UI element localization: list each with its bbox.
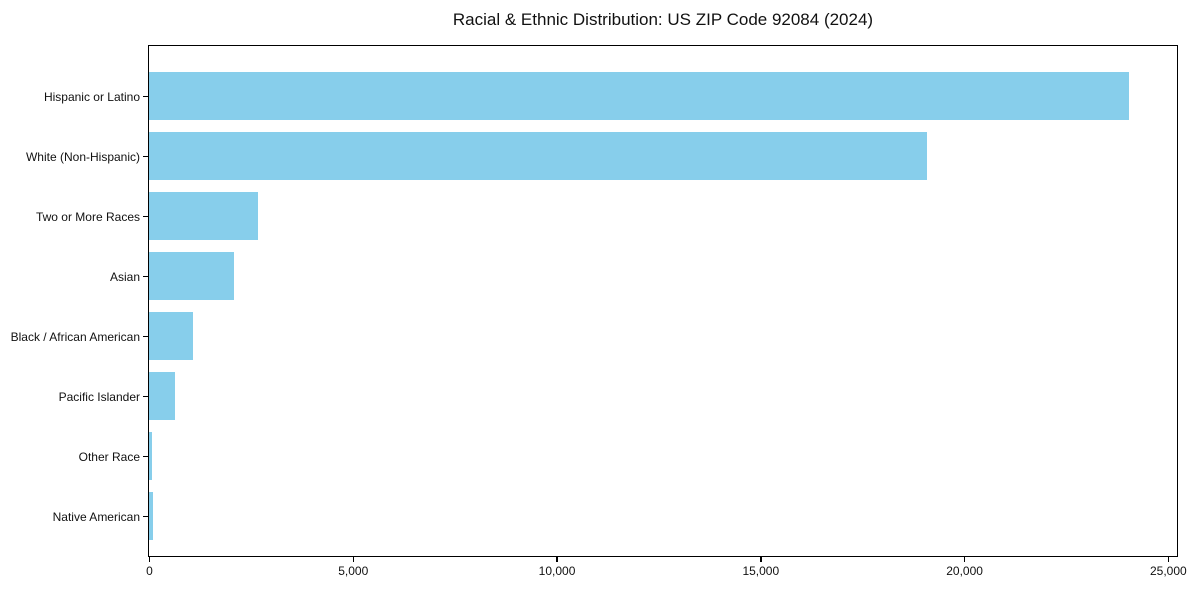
bar-white-non-hispanic bbox=[149, 132, 928, 180]
y-tick bbox=[143, 155, 148, 158]
bar-two-or-more-races bbox=[149, 192, 259, 240]
bar-black-african-american bbox=[149, 312, 193, 360]
bar-other-race bbox=[149, 432, 153, 480]
y-axis-label: White (Non-Hispanic) bbox=[25, 149, 140, 164]
y-axis-label: Hispanic or Latino bbox=[43, 89, 140, 104]
x-axis-label: 10,000 bbox=[538, 564, 576, 578]
y-axis-label: Other Race bbox=[78, 449, 140, 464]
y-axis-label: Black / African American bbox=[10, 329, 140, 344]
y-tick bbox=[143, 335, 148, 338]
x-tick bbox=[148, 557, 151, 562]
x-axis-label: 0 bbox=[146, 564, 153, 578]
x-tick bbox=[1167, 557, 1170, 562]
y-axis-label: Asian bbox=[109, 269, 140, 284]
x-tick bbox=[352, 557, 355, 562]
x-axis-label: 20,000 bbox=[946, 564, 983, 578]
bar-hispanic-or-latino bbox=[149, 72, 1130, 120]
y-tick bbox=[143, 275, 148, 278]
x-axis-label: 25,000 bbox=[1149, 564, 1187, 578]
x-axis-label: 15,000 bbox=[742, 564, 780, 578]
chart-title: Racial & Ethnic Distribution: US ZIP Cod… bbox=[452, 10, 874, 29]
x-tick bbox=[556, 557, 558, 562]
y-axis-label: Native American bbox=[52, 509, 140, 524]
y-tick bbox=[143, 455, 148, 458]
y-axis-label: Two or More Races bbox=[35, 209, 140, 224]
y-tick bbox=[143, 95, 148, 98]
x-tick bbox=[760, 557, 762, 562]
y-tick bbox=[143, 515, 148, 518]
bar-pacific-islander bbox=[149, 372, 176, 420]
plot-area bbox=[148, 45, 1178, 557]
y-tick bbox=[143, 395, 148, 398]
bar-asian bbox=[149, 252, 234, 300]
y-axis-label: Pacific Islander bbox=[58, 389, 140, 404]
y-tick bbox=[143, 215, 148, 218]
x-axis-label: 5,000 bbox=[338, 564, 369, 578]
x-tick bbox=[963, 557, 966, 562]
bar-native-american bbox=[149, 492, 153, 540]
